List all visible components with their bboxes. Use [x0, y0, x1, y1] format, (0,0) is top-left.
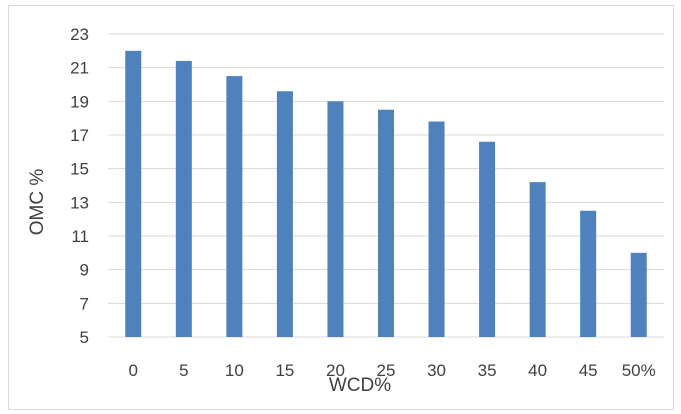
y-axis-label: OMC %: [27, 169, 48, 236]
bar-45: [580, 210, 597, 337]
y-tick-label: 11: [71, 227, 89, 246]
y-tick-label: 5: [80, 328, 89, 347]
x-tick-labels: 0 5 10 15 20 25 30 35 40 45 50%: [129, 361, 656, 380]
x-tick-label: 50%: [622, 361, 656, 380]
x-axis-label: WCD%: [329, 375, 391, 396]
x-tick-label: 25: [377, 361, 396, 380]
bar-25: [378, 109, 394, 337]
bar-series: [125, 50, 647, 338]
bar-5: [175, 60, 192, 337]
bar-20: [327, 101, 344, 337]
y-tick-label: 9: [80, 261, 89, 280]
bar-0: [125, 50, 142, 337]
x-tick-label: 10: [225, 361, 244, 380]
y-tick-labels: 5 7 9 11 13 15 17 19 21 23: [70, 25, 89, 347]
y-tick-label: 15: [70, 160, 89, 179]
x-tick-label: 15: [275, 361, 294, 380]
bar-50%: [630, 252, 647, 337]
x-tick-label: 40: [528, 361, 547, 380]
gridlines: [108, 33, 664, 338]
y-tick-label: 7: [80, 294, 89, 313]
x-tick-label: 45: [579, 361, 598, 380]
y-tick-label: 21: [70, 59, 89, 78]
bar-10: [226, 76, 243, 337]
x-tick-label: 20: [326, 361, 345, 380]
y-tick-label: 23: [70, 25, 89, 44]
bar-30: [428, 121, 445, 338]
x-tick-label: 35: [478, 361, 497, 380]
x-tick-label: 5: [179, 361, 188, 380]
bar-35: [479, 141, 496, 337]
x-tick-label: 0: [129, 361, 138, 380]
bar-15: [276, 91, 293, 337]
y-tick-label: 17: [70, 126, 89, 145]
y-tick-label: 19: [70, 92, 89, 111]
x-tick-label: 30: [427, 361, 446, 380]
y-tick-label: 13: [70, 193, 89, 212]
bar-40: [529, 182, 546, 337]
